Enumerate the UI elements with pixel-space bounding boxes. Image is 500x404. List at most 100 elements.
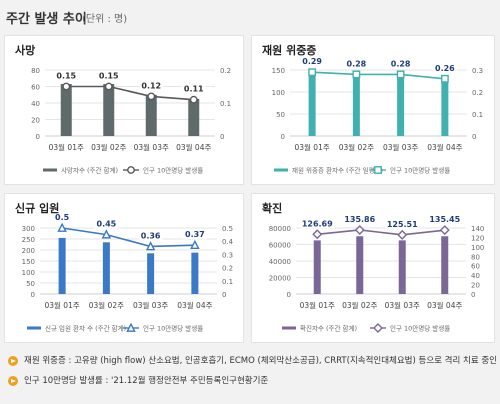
footnote-critical-text: 재원 위중증 : 고유량 (high flow) 산소요법, 인공호흡기, EC… [24,356,500,366]
legend-line-label: 인구 10만명당 발생률 [143,324,203,333]
data-label-bg [182,229,207,240]
x-tick-label: 03월 04주 [176,142,211,152]
chart-card-admissions: 0 50 100 150 200 250 300 0 0.1 0.2 0.3 0.4 0.5 03월 01… [4,193,244,343]
legend-bar-swatch [43,168,57,172]
line-point [396,70,405,79]
bar [397,75,405,136]
x-tick-label: 03월 03주 [133,300,168,310]
y2-tick-label: 100 [471,244,484,252]
data-label: 0.45 [97,220,117,229]
x-tick-label: 03월 02주 [89,300,124,310]
chart-card-critical: 0 50 100 150 0 0.1 0.2 0.3 03월 01주 03월 02주 03월 03주… [251,35,495,185]
legend-bar-swatch [274,168,288,172]
y-tick-label: 80000 [269,225,291,233]
header-bar: 주간 발생 추이 (단위 : 명) [0,0,500,34]
data-label: 135.45 [429,215,460,224]
chart-card-confirmed: 0 20000 40000 60000 80000 0 20 40 60 80 100 120 140 0… [251,193,495,343]
legend-bar-label: 신규 입원 환자 수 (주간 합계) [45,324,126,333]
x-tick-label: 03월 01주 [49,142,84,152]
y2-tick-label: 40 [471,272,480,280]
data-label: 0.28 [391,59,411,68]
series-line [312,71,445,80]
data-label-bg [300,56,325,67]
y-tick-label: 50 [276,111,285,119]
y-tick-label: 0 [281,133,285,141]
y-tick-label: 60000 [269,242,291,250]
legend-line-label: 인구 10만명당 발생률 [143,166,203,175]
y2-tick-label: 0.2 [220,67,231,75]
bar [398,240,406,294]
y2-tick-label: 0.2 [472,89,483,97]
legend-line-marker [126,322,136,332]
legend-bar-swatch [27,326,41,330]
y-tick-label: 0 [287,291,291,299]
x-tick-label: 03월 02주 [342,300,377,310]
y-tick-label: 150 [272,67,285,75]
x-tick-label: 03월 01주 [300,300,335,310]
data-label-bg [427,214,462,225]
y-tick-label: 40 [31,100,40,108]
data-label-bg [96,70,121,81]
line-point [104,82,113,91]
x-tick-label: 03월 04주 [427,142,462,152]
bar [188,98,200,136]
y2-tick-label: 0.1 [222,278,233,286]
footnotes: 재원 위중증 : 고유량 (high flow) 산소요법, 인공호흡기, EC… [6,351,500,391]
y2-tick-label: 120 [471,234,484,242]
bar [102,242,110,294]
chart-admissions: 0 50 100 150 200 250 300 0 0.1 0.2 0.3 0.4 0.5 03월 01… [22,212,234,333]
footnote-population-text: 인구 10만명당 발생률 : '21.12월 행정안전부 주민등록인구현황기준 [24,376,269,386]
y-tick-label: 250 [22,236,35,244]
data-label-bg [181,83,206,94]
line-point [440,74,449,83]
data-label: 0.29 [302,57,322,66]
x-tick-label: 03월 04주 [427,300,462,310]
data-label-bg [52,212,72,222]
y2-tick-label: 140 [471,225,484,233]
y-tick-label: 0 [36,133,40,141]
data-label-bg [342,213,377,224]
y2-tick-label: 0.1 [472,111,483,119]
y-tick-label: 200 [22,247,35,255]
y-tick-label: 0 [31,291,35,299]
chart-confirmed: 0200004000060000800000204060801001201400… [269,213,484,333]
bar [441,80,449,136]
data-label: 0.12 [141,81,161,90]
unit-label: (단위 : 명) [82,14,128,25]
y2-tick-label: 0 [222,291,226,299]
bar [352,74,360,136]
data-label: 0.15 [99,72,119,81]
bar [441,236,449,294]
legend-bar-label: 사망자수 (주간 합계) [61,166,118,175]
series-line [62,227,195,248]
y-tick-label: 40000 [269,258,291,266]
bar [58,237,66,294]
line-point [189,95,198,104]
legend-line-marker [127,166,135,174]
x-tick-label: 03월 03주 [385,300,420,310]
data-label-bg [138,230,163,241]
x-tick-label: 03월 03주 [134,142,169,152]
x-tick-label: 03월 01주 [294,142,329,152]
data-label: 135.86 [344,215,375,224]
y2-tick-label: 0.4 [222,238,234,246]
chart-card-deaths: 0 20 40 60 80 0 0.1 0.2 03월 01주 03월 02주 03월 03주 03월… [4,35,244,185]
series-line [317,229,445,236]
line-point [308,68,317,77]
legend-bar-label: 확진자수 (주간 합계) [300,324,357,333]
bar [147,253,155,294]
data-label-bg [54,70,79,81]
data-label-bg [300,218,335,229]
line-point [354,224,365,235]
line-point [101,229,112,239]
chart-title-admissions: 신규 입원 [15,202,60,215]
data-label: 125.51 [387,220,418,229]
line-point [145,241,156,251]
data-label-bg [139,80,164,91]
y-tick-label: 150 [22,258,35,266]
footnote-critical: 재원 위중증 : 고유량 (high flow) 산소요법, 인공호흡기, EC… [6,351,500,371]
y-tick-label: 20 [31,117,40,125]
y-tick-label: 300 [22,225,35,233]
data-label: 0.11 [184,85,204,94]
y-tick-label: 100 [272,89,285,97]
